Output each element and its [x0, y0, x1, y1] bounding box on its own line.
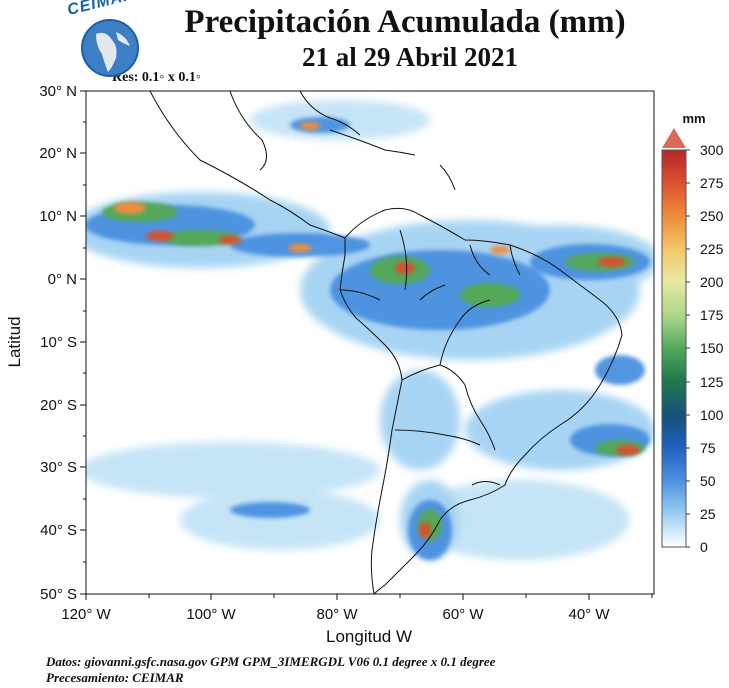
colorbar-tick-label: 25	[700, 506, 716, 522]
coastlines	[149, 91, 623, 594]
lon-tick-label: 60° W	[442, 606, 484, 623]
data-source: Datos: giovanni.gsfc.nasa.gov GPM GPM_3I…	[46, 654, 496, 669]
lat-tick-label: 20° S	[40, 397, 77, 414]
colorbar-tick-label: 225	[700, 241, 724, 257]
lat-tick-label: 30° N	[39, 83, 77, 100]
precipitation-field	[86, 91, 654, 594]
colorbar-tick-label: 250	[700, 208, 724, 224]
colorbar-over-arrow-icon	[662, 128, 686, 148]
ceimar-logo-icon	[81, 19, 139, 77]
x-axis-title: Longitud W	[326, 627, 412, 646]
colorbar-tick-label: 0	[700, 539, 708, 555]
colorbar-tick-label: 75	[700, 440, 716, 456]
colorbar-tick-label: 200	[700, 274, 724, 290]
lon-tick-label: 100° W	[186, 606, 236, 623]
colorbar-tick-label: 300	[700, 142, 724, 158]
lat-tick-label: 30° S	[40, 459, 77, 476]
colorbar-unit: mm	[682, 111, 705, 126]
map-title: Precipitación Acumulada (mm)	[184, 4, 626, 40]
lat-tick-label: 40° S	[40, 522, 77, 539]
lat-tick-label: 20° N	[39, 145, 77, 162]
lon-tick-label: 40° W	[568, 606, 610, 623]
resolution-label: Res: 0.1◦ x 0.1◦	[112, 70, 201, 85]
colorbar-tick-label: 50	[700, 473, 716, 489]
lat-tick-label: 0° N	[48, 271, 77, 288]
colorbar-tick-label: 125	[700, 374, 724, 390]
lon-tick-label: 120° W	[61, 606, 111, 623]
colorbar: mm 300 275 250 225 200 175 150 125 100 7…	[661, 111, 724, 555]
processing-credit: Precesamiento: CEIMAR	[46, 670, 184, 685]
colorbar-tick-label: 150	[700, 340, 724, 356]
colorbar-tick-label: 175	[700, 307, 724, 323]
lat-tick-label: 10° S	[40, 334, 77, 351]
colorbar-tick-label: 275	[700, 175, 724, 191]
colorbar-scale	[661, 149, 687, 548]
colorbar-tick-label: 100	[700, 407, 724, 423]
lat-tick-label: 50° S	[40, 586, 77, 603]
map-subtitle: 21 al 29 Abril 2021	[301, 42, 518, 72]
lat-tick-label: 10° N	[39, 208, 77, 225]
lon-tick-label: 80° W	[316, 606, 358, 623]
y-axis-title: Latitud	[5, 316, 24, 367]
